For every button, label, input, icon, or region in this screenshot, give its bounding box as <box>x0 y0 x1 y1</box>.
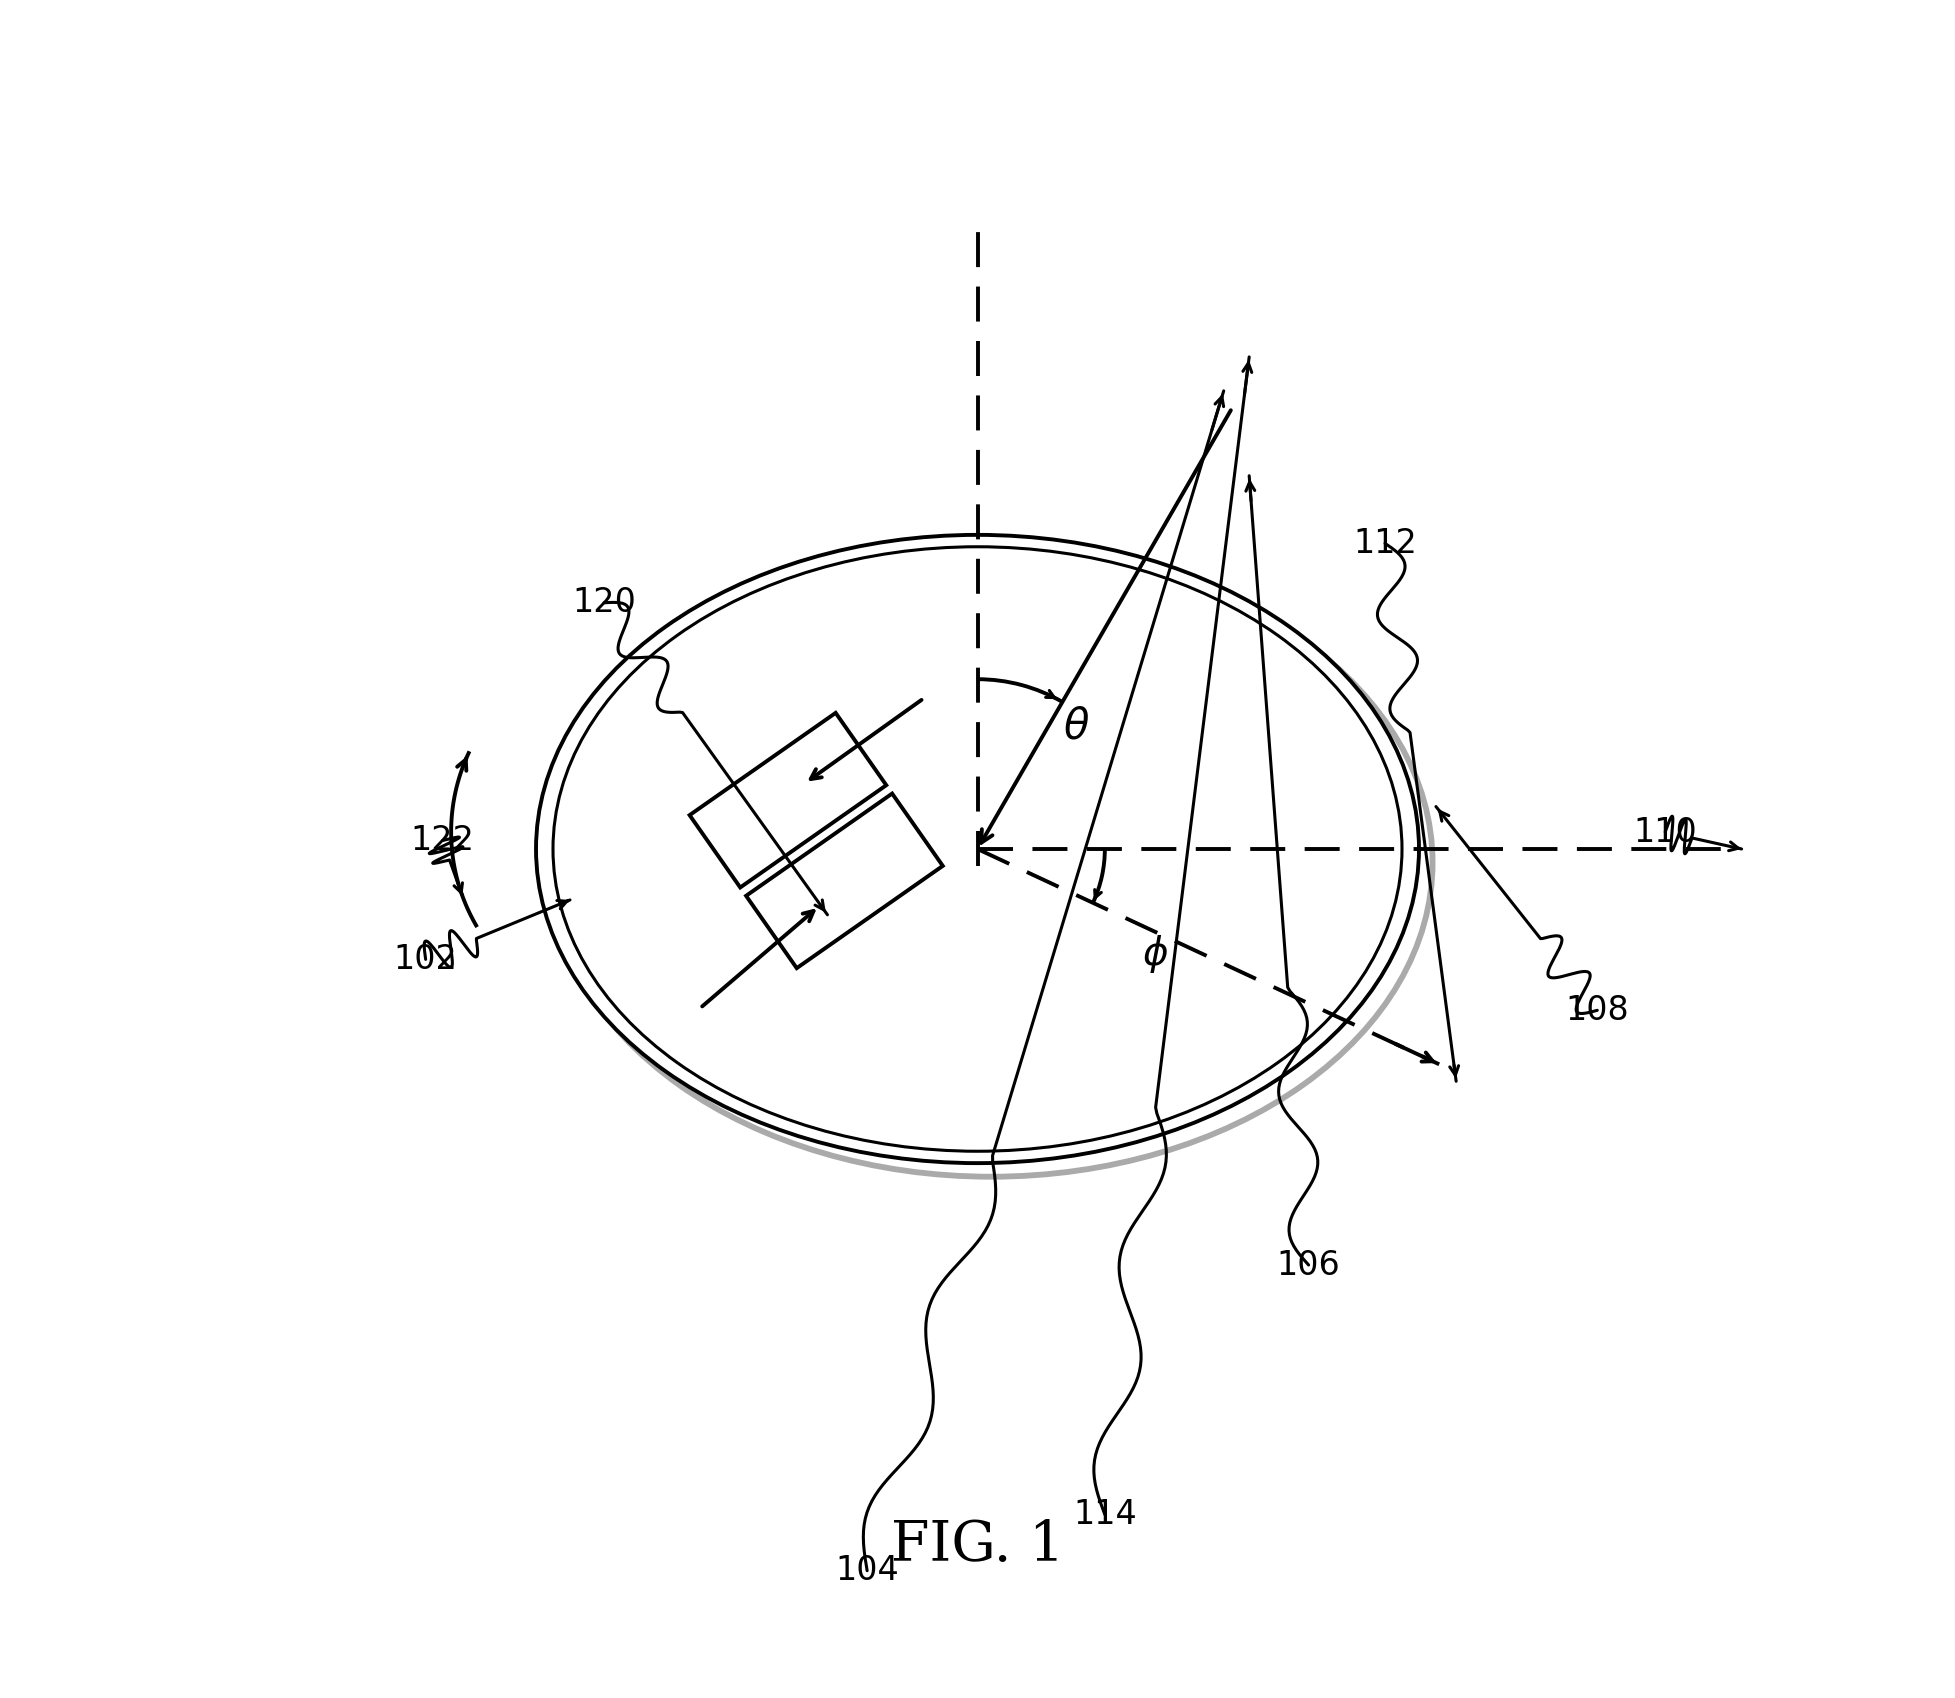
Text: 112: 112 <box>1353 526 1417 560</box>
Text: 104: 104 <box>835 1554 899 1588</box>
Text: 114: 114 <box>1073 1498 1136 1532</box>
Text: θ: θ <box>1064 706 1089 747</box>
Ellipse shape <box>536 535 1419 1163</box>
Text: 102: 102 <box>393 942 457 976</box>
Text: 108: 108 <box>1566 993 1629 1027</box>
Text: FIG. 1: FIG. 1 <box>891 1518 1064 1572</box>
Text: 106: 106 <box>1277 1248 1341 1282</box>
Text: 110: 110 <box>1632 815 1697 849</box>
Polygon shape <box>690 713 886 888</box>
Text: 122: 122 <box>411 824 475 857</box>
Text: ϕ: ϕ <box>1144 936 1169 973</box>
Polygon shape <box>747 793 942 968</box>
Text: 120: 120 <box>573 586 635 620</box>
